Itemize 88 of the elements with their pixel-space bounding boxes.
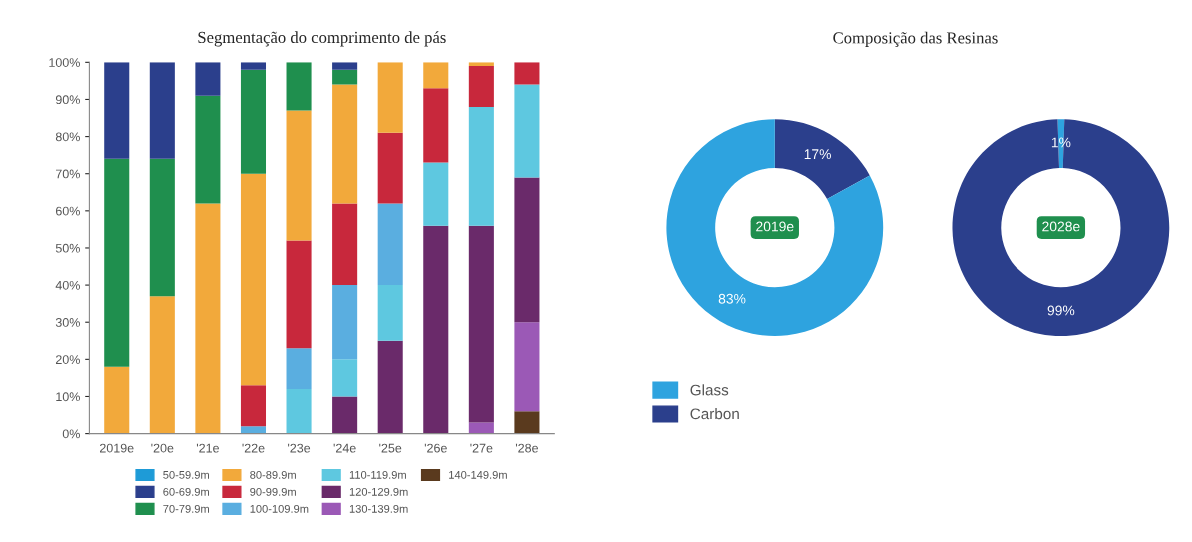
bar	[240, 69, 267, 174]
bar	[286, 62, 312, 111]
y-tick-label: 40%	[55, 280, 80, 290]
legend-label: 60-69.9m	[163, 487, 209, 496]
bar	[286, 110, 312, 241]
legend-label: Glass	[690, 384, 729, 396]
bar	[468, 225, 494, 423]
donut-slice	[952, 119, 1170, 337]
bar	[332, 84, 358, 204]
bar	[423, 162, 449, 226]
text: 2019e	[756, 221, 794, 232]
bar	[377, 340, 403, 434]
bar	[104, 62, 130, 159]
x-tick-label: '27e	[470, 443, 493, 453]
y-tick-label: 30%	[55, 318, 80, 327]
bar	[149, 158, 175, 297]
bar	[377, 132, 403, 204]
legend-label: 100-109.9m	[250, 504, 309, 513]
bar	[286, 389, 312, 434]
bar	[240, 62, 267, 70]
bar	[468, 66, 494, 107]
bar	[195, 95, 221, 204]
data-label: 99%	[1047, 305, 1075, 316]
x-tick-label: '26e	[424, 443, 447, 453]
bar	[423, 62, 449, 89]
bar	[514, 62, 540, 85]
legend-label: Carbon	[690, 408, 739, 420]
y-tick-label: 90%	[55, 95, 80, 105]
x-tick-label: '25e	[379, 443, 402, 453]
bar	[514, 177, 540, 323]
bar	[240, 385, 267, 427]
bar	[149, 296, 175, 434]
legend-label: 110-119.9m	[349, 470, 406, 479]
legend-label: 120-129.9m	[349, 487, 408, 496]
bar	[332, 62, 358, 70]
y-tick-label: 20%	[55, 355, 80, 364]
bar	[514, 411, 540, 434]
data-label: 1%	[1051, 137, 1071, 148]
x-tick-label: '24e	[333, 443, 356, 453]
y-tick-label: 10%	[56, 392, 80, 402]
x-tick-label: '28e	[515, 443, 538, 453]
donut-slice	[666, 119, 884, 337]
y-tick-label: 60%	[55, 206, 80, 216]
bar	[423, 225, 449, 434]
data-label: 17%	[804, 149, 831, 159]
bar	[332, 285, 358, 360]
bar	[332, 359, 358, 397]
legend-label: 90-99.9m	[250, 487, 296, 496]
x-tick-label: 2019e	[100, 443, 134, 453]
y-tick-label: 50%	[55, 243, 80, 253]
bar	[332, 69, 358, 85]
bar	[377, 62, 403, 133]
donut-slice	[774, 119, 870, 199]
bar	[423, 88, 449, 163]
y-tick-label: 0%	[62, 429, 80, 439]
bar	[332, 203, 358, 286]
y-tick-label: 80%	[55, 132, 80, 142]
bar	[195, 62, 221, 96]
legend-label: 80-89.9m	[250, 470, 296, 479]
bar	[514, 84, 540, 178]
bar	[377, 285, 403, 341]
bar	[149, 62, 175, 159]
legend-label: 70-79.9m	[163, 504, 209, 513]
bar	[468, 422, 494, 434]
legend-label: 130-139.9m	[349, 504, 408, 513]
bar	[240, 173, 267, 386]
bar	[104, 158, 130, 367]
chart-title: Composição das Resinas	[833, 31, 998, 47]
legend-label: 50-59.9m	[163, 470, 209, 479]
bar	[468, 106, 494, 226]
bar	[104, 366, 130, 434]
legend-label: 140-149.9m	[449, 470, 507, 479]
y-tick-label: 70%	[56, 169, 80, 179]
y-tick-label: 100%	[49, 58, 80, 67]
bar	[195, 203, 221, 434]
bar	[514, 322, 540, 412]
x-tick-label: '20e	[151, 443, 174, 453]
x-tick-label: '22e	[242, 443, 265, 453]
bar	[240, 426, 267, 434]
bar	[286, 240, 312, 349]
data-label: 83%	[718, 293, 746, 304]
chart-title: Segmentação do comprimento de pás	[198, 31, 446, 47]
bar	[332, 396, 358, 434]
bar	[377, 203, 403, 286]
x-tick-label: '21e	[196, 443, 219, 453]
text: 2028e	[1042, 221, 1080, 232]
bar	[286, 348, 312, 390]
x-tick-label: '23e	[288, 443, 311, 453]
